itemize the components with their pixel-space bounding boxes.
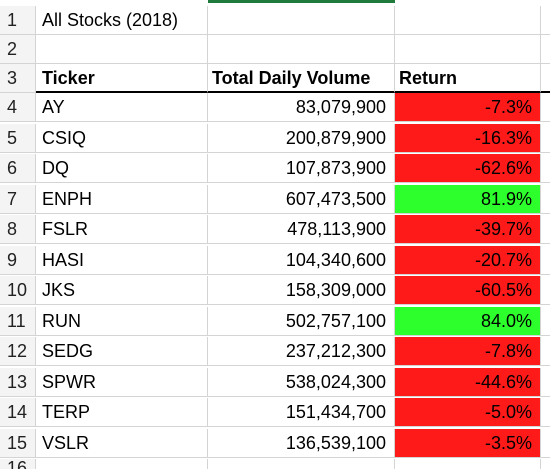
return-cell[interactable]: -16.3% [395, 123, 541, 153]
return-cell[interactable]: -7.8% [395, 337, 541, 366]
table-row: 14 TERP 151,434,700 -5.0% [0, 398, 550, 428]
row-header[interactable]: 15 [0, 428, 36, 458]
ticker-cell[interactable]: JKS [36, 276, 208, 305]
row-header[interactable]: 1 [0, 6, 36, 35]
row-header[interactable]: 12 [0, 337, 36, 366]
empty-cell[interactable] [541, 185, 550, 214]
row-header[interactable]: 16 [0, 459, 36, 469]
cell-b1[interactable] [208, 6, 395, 35]
row-header[interactable]: 11 [0, 306, 36, 336]
cell-a16[interactable] [36, 459, 208, 469]
cell-d1[interactable] [541, 6, 550, 35]
return-cell[interactable]: -44.6% [395, 367, 541, 397]
ticker-cell[interactable]: DQ [36, 154, 208, 183]
return-cell[interactable]: -5.0% [395, 398, 541, 427]
cell-b2[interactable] [208, 35, 395, 64]
cell-c2[interactable] [395, 35, 541, 64]
volume-cell[interactable]: 158,309,000 [208, 276, 395, 305]
return-cell[interactable]: -39.7% [395, 215, 541, 244]
volume-cell[interactable]: 200,879,900 [208, 123, 395, 153]
row-header[interactable]: 10 [0, 276, 36, 305]
empty-cell[interactable] [541, 215, 550, 244]
volume-column-header[interactable]: Total Daily Volume [208, 64, 395, 93]
volume-cell[interactable]: 107,873,900 [208, 154, 395, 183]
empty-cell[interactable] [541, 337, 550, 366]
selected-cell-indicator [208, 0, 395, 3]
sheet-row-16: 16 [0, 459, 550, 469]
row-header[interactable]: 6 [0, 154, 36, 183]
cell-c1[interactable] [395, 6, 541, 35]
ticker-column-header[interactable]: Ticker [36, 64, 208, 93]
row-header[interactable]: 5 [0, 123, 36, 153]
return-column-header[interactable]: Return [395, 64, 541, 93]
table-row: 4 AY 83,079,900 -7.3% [0, 93, 550, 123]
ticker-cell[interactable]: CSIQ [36, 123, 208, 153]
sheet-row-3: 3 Ticker Total Daily Volume Return [0, 64, 550, 94]
row-header[interactable]: 9 [0, 245, 36, 275]
empty-cell[interactable] [541, 154, 550, 183]
volume-cell[interactable]: 151,434,700 [208, 398, 395, 427]
row-header[interactable]: 14 [0, 398, 36, 427]
sheet-row-1: 1 All Stocks (2018) [0, 6, 550, 36]
cell-b16[interactable] [208, 459, 395, 469]
table-row: 7 ENPH 607,473,500 81.9% [0, 184, 550, 215]
cell-c16[interactable] [395, 459, 541, 469]
empty-cell[interactable] [541, 276, 550, 305]
return-cell[interactable]: -62.6% [395, 154, 541, 183]
empty-cell[interactable] [541, 398, 550, 427]
cell-a2[interactable] [36, 35, 208, 64]
empty-cell[interactable] [541, 429, 550, 458]
row-header[interactable]: 3 [0, 64, 36, 93]
volume-cell[interactable]: 136,539,100 [208, 428, 395, 458]
ticker-cell[interactable]: FSLR [36, 215, 208, 244]
volume-cell[interactable]: 237,212,300 [208, 337, 395, 366]
return-cell[interactable]: -20.7% [395, 245, 541, 275]
row-header[interactable]: 2 [0, 35, 36, 64]
empty-cell[interactable] [541, 307, 550, 336]
ticker-cell[interactable]: SPWR [36, 367, 208, 397]
ticker-cell[interactable]: TERP [36, 398, 208, 427]
table-row: 12 SEDG 237,212,300 -7.8% [0, 337, 550, 367]
ticker-cell[interactable]: VSLR [36, 428, 208, 458]
volume-cell[interactable]: 538,024,300 [208, 367, 395, 397]
table-row: 11 RUN 502,757,100 84.0% [0, 306, 550, 337]
table-row: 10 JKS 158,309,000 -60.5% [0, 276, 550, 306]
ticker-cell[interactable]: ENPH [36, 184, 208, 214]
sheet-row-2: 2 [0, 35, 550, 65]
title-cell[interactable]: All Stocks (2018) [36, 6, 208, 35]
table-row: 8 FSLR 478,113,900 -39.7% [0, 215, 550, 245]
return-cell[interactable]: -3.5% [395, 428, 541, 458]
table-row: 13 SPWR 538,024,300 -44.6% [0, 367, 550, 398]
volume-cell[interactable]: 83,079,900 [208, 93, 395, 122]
empty-cell[interactable] [541, 246, 550, 275]
table-row: 9 HASI 104,340,600 -20.7% [0, 245, 550, 276]
empty-cell[interactable] [541, 124, 550, 153]
row-header[interactable]: 4 [0, 93, 36, 122]
table-row: 15 VSLR 136,539,100 -3.5% [0, 428, 550, 459]
empty-cell[interactable] [541, 93, 550, 122]
ticker-cell[interactable]: SEDG [36, 337, 208, 366]
return-cell[interactable]: -7.3% [395, 93, 541, 122]
row-header[interactable]: 13 [0, 367, 36, 397]
ticker-cell[interactable]: RUN [36, 306, 208, 336]
cell-d3[interactable] [541, 64, 550, 93]
table-row: 6 DQ 107,873,900 -62.6% [0, 154, 550, 184]
row-header[interactable]: 8 [0, 215, 36, 244]
cell-d2[interactable] [541, 35, 550, 64]
volume-cell[interactable]: 478,113,900 [208, 215, 395, 244]
empty-cell[interactable] [541, 368, 550, 397]
return-cell[interactable]: -60.5% [395, 276, 541, 305]
ticker-cell[interactable]: AY [36, 93, 208, 122]
volume-cell[interactable]: 104,340,600 [208, 245, 395, 275]
row-header[interactable]: 7 [0, 184, 36, 214]
volume-cell[interactable]: 502,757,100 [208, 306, 395, 336]
return-cell[interactable]: 81.9% [395, 184, 541, 214]
volume-cell[interactable]: 607,473,500 [208, 184, 395, 214]
ticker-cell[interactable]: HASI [36, 245, 208, 275]
return-cell[interactable]: 84.0% [395, 306, 541, 336]
table-row: 5 CSIQ 200,879,900 -16.3% [0, 123, 550, 154]
